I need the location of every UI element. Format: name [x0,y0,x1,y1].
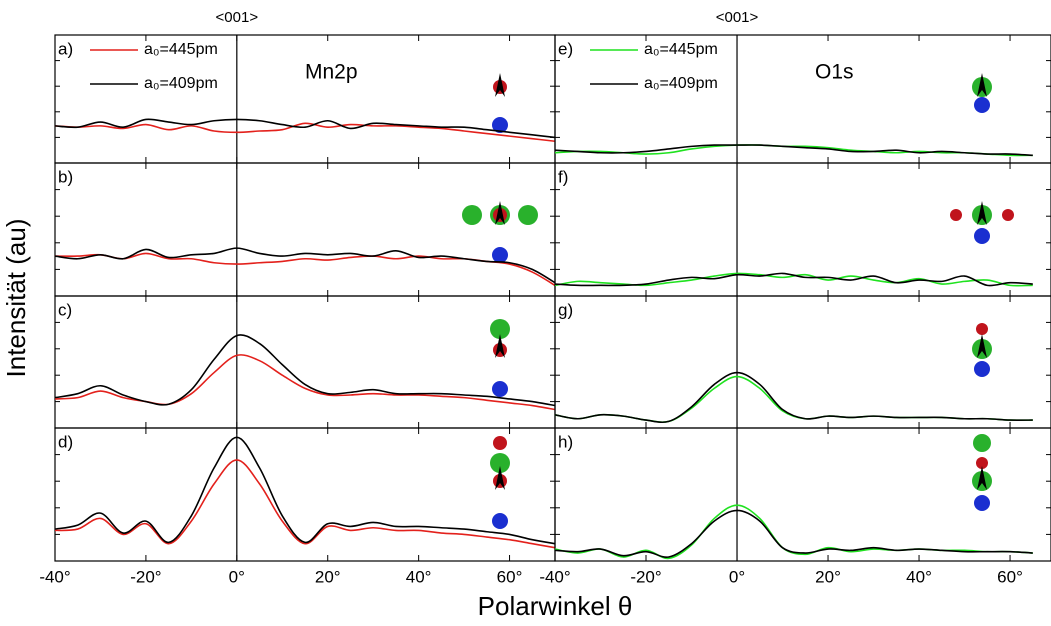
data-line [554,509,1033,558]
atom-icon [490,453,510,473]
panel-frame [54,427,556,562]
atom-icon [976,323,988,335]
atom-icon [974,97,990,113]
atom-icon [974,228,990,244]
data-line [554,272,1033,287]
panel-frame [554,162,1051,297]
data-line [54,334,556,407]
data-line [554,371,1033,424]
annotation: <001> [216,9,259,26]
panel-title: Mn2p [305,61,358,84]
panel: c) [54,295,556,429]
atom-icon [976,457,988,469]
atom-icon [973,434,991,452]
data-line [54,247,556,284]
panel-frame [54,295,556,429]
legend-label: a₀=445pm [144,41,218,58]
emitter-icon [977,334,987,358]
x-tick-label: 40° [406,567,432,586]
atom-icon [518,205,538,225]
panel-label: f) [558,167,568,186]
panel-frame [554,295,1051,429]
x-tick-label: 60° [497,567,523,586]
atom-icon [462,205,482,225]
atom-icon [974,495,990,511]
x-tick-label: 60° [997,567,1023,586]
panel-label: g) [558,300,573,319]
emitter-icon [977,73,987,97]
panel-frame [554,427,1051,562]
data-line [54,459,556,549]
legend-label: a₀=409pm [144,75,218,92]
panel: b) [54,162,556,297]
panel-frame [54,34,556,164]
x-tick-label: 40° [906,567,932,586]
data-line [54,252,556,287]
panel-title: O1s [815,61,854,84]
x-tick-label: 20° [315,567,341,586]
legend-label: a₀=445pm [644,41,718,58]
atom-icon [490,319,510,339]
data-line [54,122,556,143]
emitter-icon [977,466,987,490]
panel-frame [54,162,556,297]
panel-frame [554,34,1051,164]
atom-icon [1002,209,1014,221]
x-axis-label: Polarwinkel θ [478,591,633,621]
x-tick-label: -20° [630,567,661,586]
panel: f) [554,162,1051,297]
panel: a) <001> Mn2p a₀=445pm a₀=409pm [54,9,556,164]
panel-label: h) [558,432,573,451]
panel: -40° -20° 0° 20° 40° 60° h) [539,427,1051,586]
data-line [54,118,556,139]
data-line [554,144,1033,157]
atom-icon [974,361,990,377]
panel: -40° -20° 0° 20° 40° 60° d) [39,427,556,586]
atom-icon [493,436,507,450]
x-tick-label: -20° [130,567,161,586]
x-tick-label: -40° [39,567,70,586]
x-tick-label: 0° [729,567,745,586]
x-tick-label: 20° [815,567,841,586]
panel-label: e) [558,39,573,58]
atom-icon [492,513,508,529]
data-line [54,436,556,545]
annotation: <001> [716,9,759,26]
panel-label: c) [58,300,72,319]
x-tick-label: -40° [539,567,570,586]
panel: e) <001> O1s a₀=445pm a₀=409pm [554,9,1051,164]
x-tick-label: 0° [229,567,245,586]
emitter-icon [495,201,505,225]
y-axis-label: Intensität (au) [1,219,31,378]
atom-icon [492,117,508,133]
panel: g) [554,295,1051,429]
emitter-icon [977,201,987,225]
panel-label: a) [58,39,73,58]
emitter-icon [495,466,505,490]
emitter-icon [495,73,505,97]
atom-icon [492,381,508,397]
atom-icon [492,247,508,263]
data-line [54,354,556,411]
panel-label: d) [58,432,73,451]
legend-label: a₀=409pm [644,75,718,92]
emitter-icon [495,334,505,358]
atom-icon [950,209,962,221]
panel-label: b) [58,167,73,186]
data-line [554,504,1033,560]
